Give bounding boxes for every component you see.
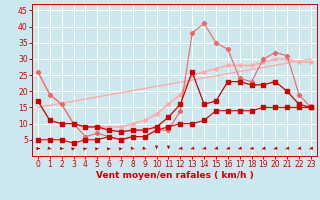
X-axis label: Vent moyen/en rafales ( km/h ): Vent moyen/en rafales ( km/h ) <box>96 171 253 180</box>
